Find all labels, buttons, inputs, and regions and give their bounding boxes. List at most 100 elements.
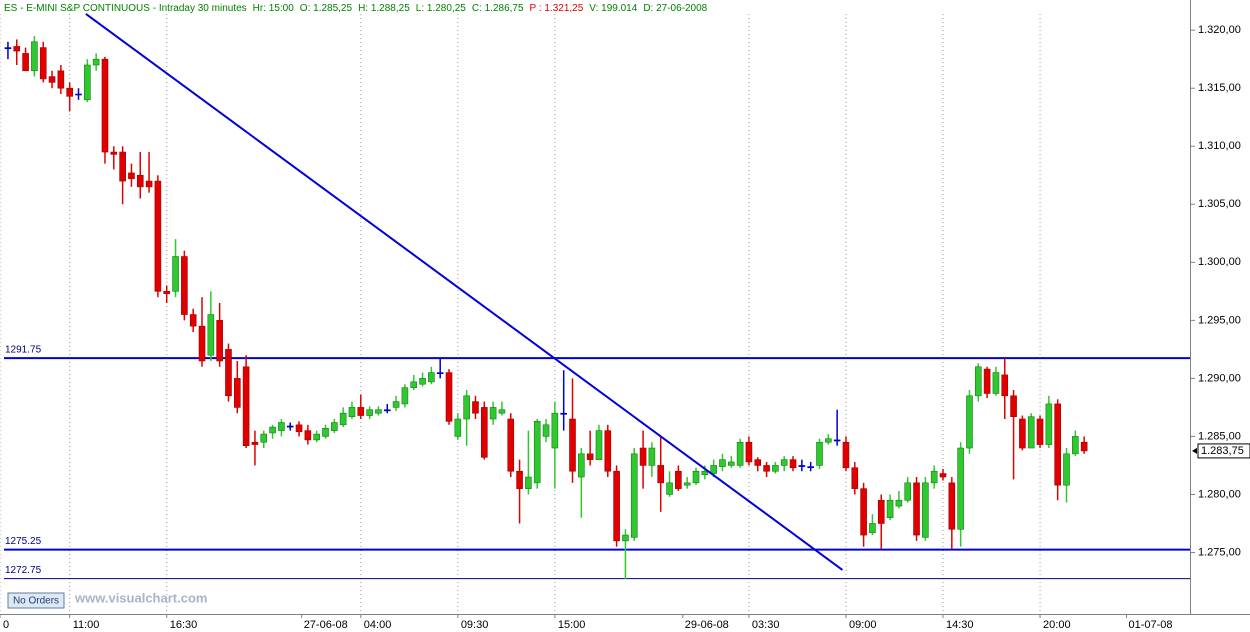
header-field: C: 1.286,75: [472, 3, 524, 14]
candle-body: [1019, 418, 1026, 449]
candle-body: [939, 473, 947, 478]
candle-body: [278, 422, 285, 431]
candle-body: [189, 314, 197, 327]
candle-body: [1027, 416, 1035, 449]
candle-body: [207, 314, 215, 356]
candle-body: [269, 426, 276, 434]
candle-body: [913, 482, 920, 536]
candle-body: [75, 93, 82, 96]
candle-body: [992, 372, 1000, 394]
header-field: ES - E-MINI S&P CONTINUOUS - Intraday 30…: [4, 3, 247, 14]
candle-body: [701, 470, 709, 476]
watermark: www.visualchart.com: [74, 590, 207, 605]
header-field: O: 1.285,25: [300, 3, 353, 14]
x-tick-label: 15:00: [558, 619, 586, 631]
x-date-label: 01-07-08: [1128, 619, 1172, 631]
candle-body: [966, 395, 973, 449]
candle-body: [172, 256, 179, 292]
header-field: P : 1.321,25: [530, 3, 584, 14]
candle-body: [736, 441, 744, 466]
candle-body: [957, 447, 964, 530]
candle-body: [136, 174, 144, 188]
candle-body: [710, 465, 717, 474]
candle-body: [22, 53, 29, 72]
candle-body: [983, 368, 991, 394]
candle-body: [163, 291, 171, 294]
candle-body: [286, 425, 294, 428]
candle-body: [895, 499, 903, 507]
x-tick-label: 09:00: [849, 619, 877, 631]
candle-body: [339, 412, 347, 426]
candle-body: [772, 465, 779, 472]
x-tick-label: 14:30: [946, 619, 974, 631]
candle-body: [198, 325, 206, 362]
candle-body: [1001, 374, 1009, 397]
no-orders-label[interactable]: No Orders: [13, 596, 59, 607]
x-tick-label: 0: [3, 619, 9, 631]
candle-body: [181, 256, 188, 315]
candle-body: [428, 372, 435, 383]
y-tick-label: 1.275,00: [1198, 546, 1241, 558]
y-tick-label: 1.315,00: [1198, 82, 1241, 94]
last-price-pointer: [1192, 447, 1197, 454]
y-tick-label: 1.300,00: [1198, 256, 1241, 268]
header-field: H: 1.288,25: [358, 3, 410, 14]
y-tick-label: 1.285,00: [1198, 430, 1241, 442]
candle-body: [66, 87, 73, 97]
candle-body: [48, 76, 56, 83]
candle-body: [666, 482, 673, 495]
candle-body: [727, 461, 735, 466]
candle-body: [1080, 441, 1088, 452]
candle-body: [251, 441, 259, 445]
candle-body: [128, 172, 135, 180]
header: ES - E-MINI S&P CONTINUOUS - Intraday 30…: [4, 3, 708, 14]
candle-body: [92, 58, 100, 66]
candle-body: [683, 482, 691, 486]
header-field: Hr: 15:00: [253, 3, 295, 14]
candle-body: [110, 151, 118, 155]
trend-line: [85, 13, 844, 571]
candle-body: [4, 47, 12, 50]
candle-body: [472, 401, 479, 414]
candle-body: [154, 180, 162, 292]
x-tick-label: 11:00: [73, 619, 100, 631]
level-label: 1272.75: [5, 565, 42, 576]
candle-body: [816, 441, 823, 466]
candle-body: [551, 412, 559, 449]
candle-body: [366, 409, 373, 416]
candle-body: [295, 424, 303, 433]
candle-body: [948, 482, 956, 530]
x-tick-label: 09:30: [461, 619, 489, 631]
no-orders-button[interactable]: [7, 592, 65, 609]
header-field: L: 1.280,25: [416, 3, 466, 14]
candle-body: [1036, 418, 1044, 445]
candle-body: [119, 151, 126, 182]
candle-body: [833, 439, 841, 442]
candle-body: [383, 409, 391, 412]
candle-body: [692, 470, 700, 484]
candle-body: [101, 58, 109, 153]
candle-body: [754, 459, 762, 466]
candle-body: [489, 407, 497, 420]
candle-body: [313, 433, 320, 441]
candle-body: [922, 482, 929, 538]
candle-body: [798, 465, 806, 467]
candle-body: [507, 418, 515, 472]
candle-body: [454, 418, 462, 437]
x-tick-label: 03:30: [752, 619, 780, 631]
candle-body: [375, 409, 382, 414]
candle-body: [542, 424, 550, 437]
candle-body: [322, 427, 329, 437]
candle-body: [463, 395, 470, 420]
candle-body: [233, 378, 241, 408]
candle-body: [869, 523, 876, 534]
candle-body: [789, 459, 797, 469]
y-tick-label: 1.295,00: [1198, 314, 1241, 326]
candle-body: [719, 459, 726, 467]
candle-body: [974, 366, 982, 397]
candle-body: [1054, 403, 1061, 486]
candle-body: [436, 372, 444, 375]
candle-body: [498, 409, 506, 414]
x-tick-label: 04:00: [364, 619, 392, 631]
candle-body: [445, 372, 453, 422]
